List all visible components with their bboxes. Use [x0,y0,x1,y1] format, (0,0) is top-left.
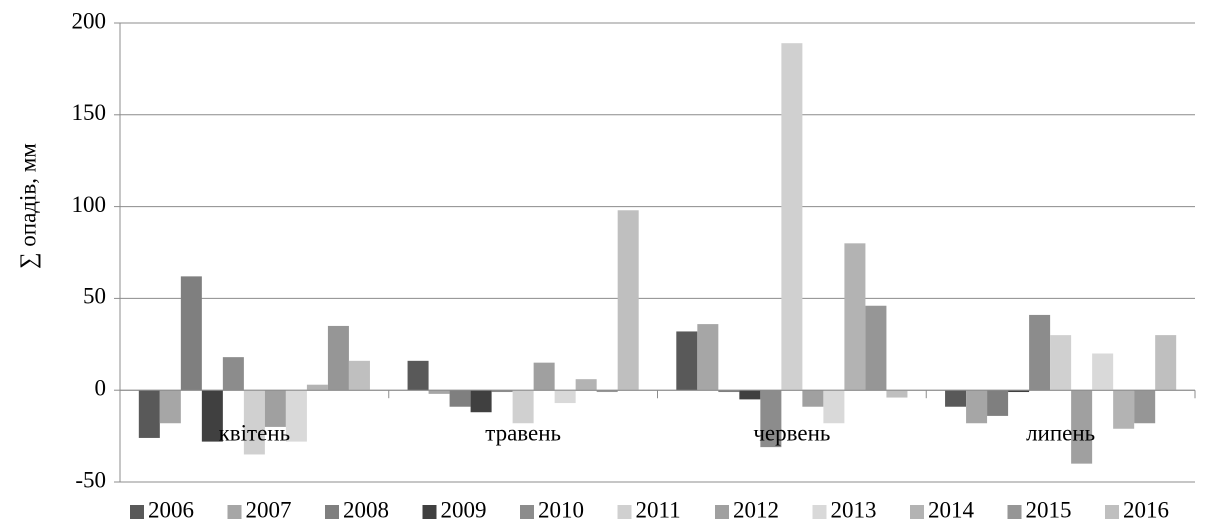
bar [1134,390,1156,424]
bar [407,360,429,391]
legend-swatch [422,505,437,519]
bar [802,390,824,407]
legend-swatch [910,505,924,519]
x-tick-label: квітень [219,420,290,445]
y-tick-label: 200 [72,8,107,33]
legend-label: 2008 [343,497,389,522]
bar [886,390,908,398]
bar [180,276,202,391]
y-axis-label: ∑ опадів, мм [15,143,40,269]
legend-label: 2010 [538,497,584,522]
bar [823,390,845,424]
legend-swatch [227,505,242,519]
bar [222,357,244,391]
bar [1155,335,1177,391]
y-tick-label: 100 [72,192,107,217]
bar [1050,335,1072,391]
x-tick-label: липень [1026,420,1095,445]
legend-label: 2016 [1123,497,1169,522]
bar [512,390,534,424]
bar [697,324,719,391]
bar [718,390,740,393]
bar [1008,390,1030,393]
legend-swatch [715,505,729,519]
bar [327,325,349,391]
bar [1092,353,1114,391]
bar [533,362,555,391]
bar [596,390,618,393]
bar [159,390,181,424]
bar [760,390,782,448]
y-tick-label: 150 [72,100,107,125]
bar [470,390,492,413]
legend-swatch [130,505,144,519]
bar [575,379,597,391]
legend-label: 2013 [831,497,877,522]
legend-label: 2007 [246,497,292,522]
bar [491,390,513,393]
bar [865,305,887,391]
legend-label: 2014 [928,497,975,522]
bar [844,243,866,391]
bar [987,390,1009,416]
bar [285,390,307,442]
bar [201,390,223,442]
bar [676,331,698,391]
bar [966,390,988,424]
legend-label: 2011 [636,497,681,522]
bar [449,390,471,407]
legend-swatch [617,505,632,519]
bar [243,390,265,455]
legend-swatch [1007,505,1022,519]
legend-swatch [1105,505,1119,519]
bar [306,384,328,391]
bar [428,390,450,394]
bar [781,43,803,391]
bar [945,390,967,407]
legend-swatch [520,505,534,519]
legend-swatch [812,505,827,519]
legend-label: 2009 [441,497,487,522]
x-tick-label: травень [485,420,561,445]
bar [264,390,286,427]
bar [138,390,160,438]
legend-label: 2012 [733,497,779,522]
y-tick-label: 0 [95,375,107,400]
bar [617,210,639,391]
y-tick-label: 50 [83,284,106,309]
bar [348,360,370,391]
legend-label: 2015 [1026,497,1072,522]
x-tick-label: червень [753,420,830,445]
bar [1029,314,1051,391]
bar [554,390,576,404]
bar [1071,390,1093,464]
legend-swatch [325,505,339,519]
y-tick-label: -50 [75,467,106,492]
bar [1113,390,1135,429]
bar [739,390,761,400]
legend-label: 2006 [148,497,194,522]
